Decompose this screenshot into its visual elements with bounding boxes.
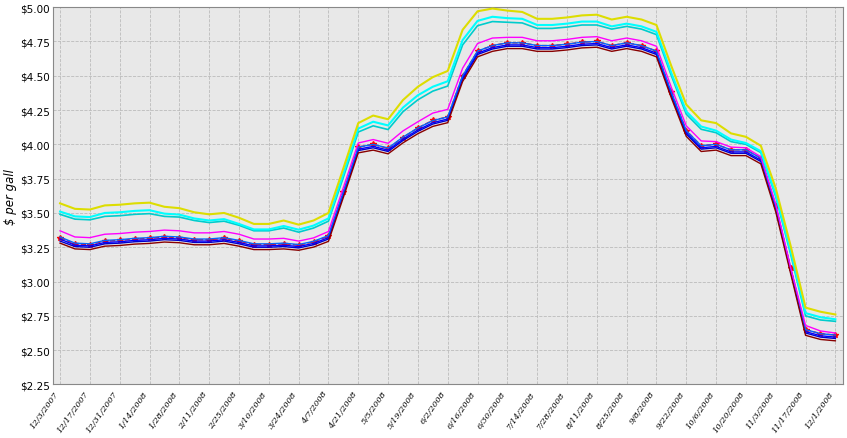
Y-axis label: $ per gall: $ per gall [4,169,17,224]
